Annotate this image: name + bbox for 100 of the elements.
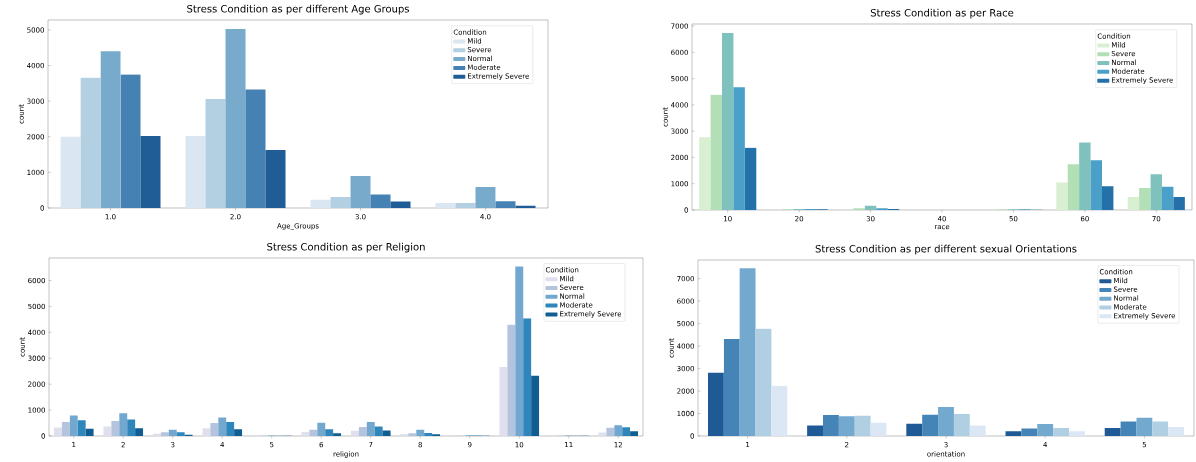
bar [515, 266, 524, 436]
bar [408, 433, 417, 436]
bar [69, 415, 78, 436]
bar [1021, 428, 1038, 436]
bar [755, 328, 772, 436]
bar [202, 428, 211, 436]
bar [1005, 431, 1022, 436]
bar [630, 431, 639, 436]
bar [622, 427, 631, 436]
bar [234, 429, 243, 436]
bar [301, 432, 310, 436]
bar [370, 194, 391, 208]
chart-title: Stress Condition as per different sexual Orientations [815, 244, 1077, 255]
bar [1056, 182, 1068, 210]
bar [1104, 428, 1121, 436]
bar [160, 432, 169, 436]
bar [1067, 164, 1080, 210]
bar [111, 420, 120, 436]
bar [699, 137, 711, 210]
bar [330, 196, 351, 208]
bar [382, 430, 391, 436]
chart-title: Stress Condition as per Religion [267, 242, 425, 253]
bar [1090, 160, 1102, 210]
bar [870, 422, 887, 436]
bar [350, 430, 359, 436]
bar [1037, 424, 1054, 436]
bar [245, 89, 266, 208]
bar [499, 367, 508, 436]
bar [400, 433, 409, 436]
chart-title: Stress Condition as per different Age Groups [187, 4, 410, 15]
bar [309, 429, 318, 436]
bar [317, 422, 326, 436]
bar [1120, 421, 1137, 436]
bar [416, 429, 425, 436]
bar [606, 427, 615, 436]
bar [733, 87, 745, 210]
bar [1069, 431, 1085, 436]
bar [495, 201, 516, 208]
bar [807, 425, 823, 436]
bar [210, 423, 219, 436]
bar [475, 186, 496, 208]
bar [1173, 197, 1185, 210]
bar [722, 32, 734, 210]
bar [614, 425, 623, 436]
bar [723, 338, 740, 436]
bar [1139, 187, 1151, 210]
bar [80, 77, 101, 208]
bar [168, 429, 177, 436]
bar [358, 426, 367, 436]
chart-title: Stress Condition as per Race [870, 8, 1014, 19]
bar [366, 422, 375, 436]
bar [922, 414, 939, 436]
bar [119, 413, 128, 436]
bar [1168, 426, 1185, 436]
bar [218, 417, 227, 436]
bar [185, 136, 206, 208]
bar [61, 422, 70, 436]
bar [531, 375, 540, 436]
bar [1053, 428, 1070, 436]
bar [424, 432, 433, 436]
bar [310, 199, 331, 208]
bar [135, 428, 144, 436]
bar [390, 201, 411, 208]
bar [325, 429, 334, 436]
bar [953, 413, 970, 436]
bar [515, 205, 536, 208]
bar [100, 51, 121, 208]
bar [60, 136, 81, 208]
bar [176, 432, 185, 436]
bar [53, 427, 62, 436]
bar [1150, 174, 1162, 210]
bar [225, 28, 246, 208]
bar [226, 422, 235, 436]
bar [333, 433, 342, 436]
bar [1102, 186, 1114, 210]
bar [969, 425, 986, 436]
bar [350, 175, 371, 208]
bar [374, 426, 383, 436]
bar [435, 203, 456, 208]
bar [103, 426, 112, 436]
bar [707, 372, 724, 436]
bar [739, 268, 756, 436]
bar [938, 406, 954, 436]
bar [823, 415, 839, 436]
bar [1152, 421, 1169, 436]
bar [140, 136, 161, 208]
bar [854, 415, 871, 436]
bar [1136, 417, 1153, 436]
bar [265, 149, 286, 208]
bar [507, 324, 516, 436]
bar [906, 423, 923, 436]
bar [1127, 197, 1140, 210]
bar [1162, 186, 1174, 210]
bar [864, 205, 877, 210]
bar [838, 416, 855, 436]
bar [127, 419, 136, 436]
bar [523, 318, 532, 436]
bar [77, 420, 86, 436]
bar [771, 385, 788, 436]
bar [1079, 142, 1091, 210]
